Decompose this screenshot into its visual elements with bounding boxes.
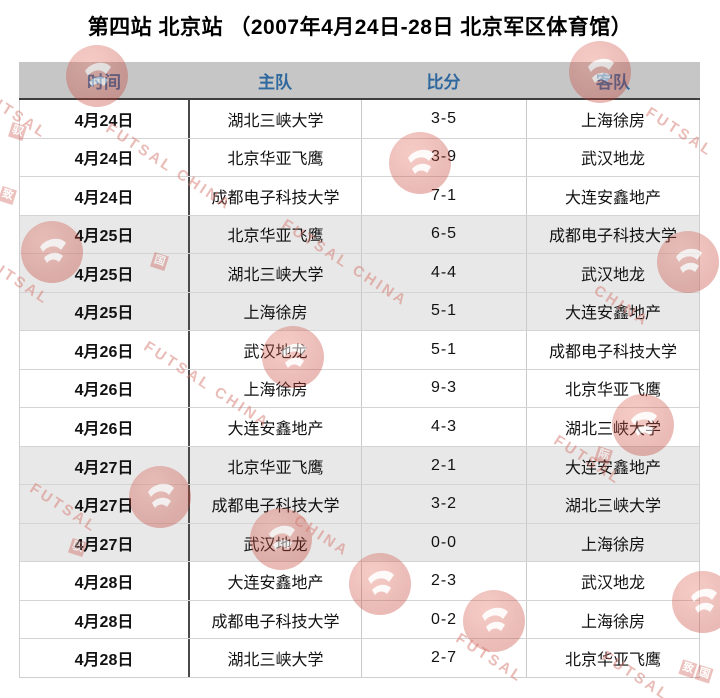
cell-date: 4月24日 — [20, 100, 190, 138]
cell-score: 2-1 — [362, 446, 527, 485]
table-row: 4月25日 北京华亚飞鹰 6-5 成都电子科技大学 — [20, 215, 699, 255]
cell-home-team: 湖北三峡大学 — [190, 100, 362, 138]
cell-date: 4月26日 — [20, 369, 190, 408]
cell-away-team: 上海徐房 — [580, 613, 645, 631]
cell-away-team: 湖北三峡大学 — [564, 498, 661, 516]
cell-away-team: 武汉地龙 — [580, 575, 645, 593]
cell-score: 9-3 — [362, 369, 527, 408]
cell-date: 4月28日 — [20, 600, 190, 639]
cell-home-team: 湖北三峡大学 — [190, 254, 362, 292]
cell-away-team: 湖北三峡大学 — [564, 421, 661, 439]
match-table: 时间 主队 比分 客队 4月24日 湖北三峡大学 3-5 上海徐房 4月24日 北京华亚飞… — [19, 62, 700, 678]
cell-date: 4月27日 — [20, 523, 190, 562]
table-row: 4月24日 北京华亚飞鹰 3-9 武汉地龙 — [20, 138, 699, 178]
cell-date: 4月27日 — [20, 485, 190, 523]
cell-score: 0-0 — [362, 523, 527, 562]
table-row: 4月25日 湖北三峡大学 4-4 武汉地龙 — [20, 254, 699, 293]
table-row: 4月25日 上海徐房 5-1 大连安鑫地产 — [20, 292, 699, 332]
cell-score: 4-3 — [362, 408, 527, 446]
cell-away-team: 大连安鑫地产 — [564, 459, 661, 477]
cell-score: 5-1 — [362, 292, 527, 331]
cell-home-team: 北京华亚飞鹰 — [190, 446, 362, 485]
cell-away-team: 武汉地龙 — [580, 151, 645, 169]
cell-home-team: 上海徐房 — [190, 369, 362, 408]
cell-score: 7-1 — [362, 177, 527, 215]
table-row: 4月27日 武汉地龙 0-0 上海徐房 — [20, 523, 699, 563]
table-row: 4月28日 湖北三峡大学 2-7 北京华亚飞鹰 — [20, 639, 699, 677]
table-row: 4月28日 大连安鑫地产 2-3 武汉地龙 — [20, 562, 699, 601]
cell-away-team: 北京华亚飞鹰 — [564, 652, 661, 670]
table-row: 4月27日 成都电子科技大学 3-2 湖北三峡大学 — [20, 485, 699, 524]
cell-score: 5-1 — [362, 331, 527, 369]
cell-score: 3-9 — [362, 138, 527, 177]
cell-away-team: 成都电子科技大学 — [548, 343, 677, 361]
cell-date: 4月28日 — [20, 562, 190, 600]
page-title: 第四站 北京站 （2007年4月24日-28日 北京军区体育馆） — [87, 16, 633, 39]
cell-away-team: 上海徐房 — [580, 112, 645, 130]
cell-date: 4月24日 — [20, 177, 190, 215]
cell-away-team: 大连安鑫地产 — [564, 189, 661, 207]
table-row: 4月24日 湖北三峡大学 3-5 上海徐房 — [20, 100, 699, 139]
table-row: 4月28日 成都电子科技大学 0-2 上海徐房 — [20, 600, 699, 640]
cell-date: 4月25日 — [20, 254, 190, 292]
table-row: 4月26日 上海徐房 9-3 北京华亚飞鹰 — [20, 369, 699, 409]
cell-home-team: 成都电子科技大学 — [190, 600, 362, 639]
cell-home-team: 大连安鑫地产 — [190, 408, 362, 446]
cell-home-team: 大连安鑫地产 — [190, 562, 362, 600]
cell-home-team: 湖北三峡大学 — [190, 639, 362, 677]
table-row: 4月27日 北京华亚飞鹰 2-1 大连安鑫地产 — [20, 446, 699, 486]
cell-date: 4月24日 — [20, 138, 190, 177]
cell-date: 4月28日 — [20, 639, 190, 677]
table-header: 时间 主队 比分 客队 — [19, 62, 700, 100]
cell-away-team: 成都电子科技大学 — [548, 228, 677, 246]
cell-home-team: 武汉地龙 — [190, 523, 362, 562]
cell-home-team: 上海徐房 — [190, 292, 362, 331]
cell-date: 4月26日 — [20, 331, 190, 369]
cell-score: 2-3 — [362, 562, 527, 600]
header-cell-home: 主队 — [258, 72, 292, 92]
cell-score: 4-4 — [362, 254, 527, 292]
cell-score: 6-5 — [362, 215, 527, 254]
header-cell-time: 时间 — [87, 72, 121, 92]
cell-home-team: 北京华亚飞鹰 — [190, 138, 362, 177]
cell-home-team: 成都电子科技大学 — [190, 485, 362, 523]
watermark-stamp: 致 — [0, 186, 17, 205]
cell-away-team: 武汉地龙 — [580, 266, 645, 284]
header-cell-score: 比分 — [426, 72, 461, 92]
cell-date: 4月26日 — [20, 408, 190, 446]
table-row: 4月26日 大连安鑫地产 4-3 湖北三峡大学 — [20, 408, 699, 447]
cell-score: 3-2 — [362, 485, 527, 523]
table-row: 4月26日 武汉地龙 5-1 成都电子科技大学 — [20, 331, 699, 370]
cell-date: 4月27日 — [20, 446, 190, 485]
cell-score: 3-5 — [362, 100, 527, 138]
cell-date: 4月25日 — [20, 292, 190, 331]
table-body: 4月24日 湖北三峡大学 3-5 上海徐房 4月24日 北京华亚飞鹰 3-9 武汉地龙 4月24… — [19, 100, 700, 678]
cell-away-team: 大连安鑫地产 — [564, 305, 661, 323]
cell-home-team: 成都电子科技大学 — [190, 177, 362, 215]
cell-away-team: 上海徐房 — [580, 536, 645, 554]
cell-date: 4月25日 — [20, 215, 190, 254]
table-row: 4月24日 成都电子科技大学 7-1 大连安鑫地产 — [20, 177, 699, 216]
cell-score: 2-7 — [362, 639, 527, 677]
cell-home-team: 武汉地龙 — [190, 331, 362, 369]
header-cell-away: 客队 — [596, 72, 630, 92]
cell-score: 0-2 — [362, 600, 527, 639]
cell-away-team: 北京华亚飞鹰 — [564, 382, 661, 400]
cell-home-team: 北京华亚飞鹰 — [190, 215, 362, 254]
